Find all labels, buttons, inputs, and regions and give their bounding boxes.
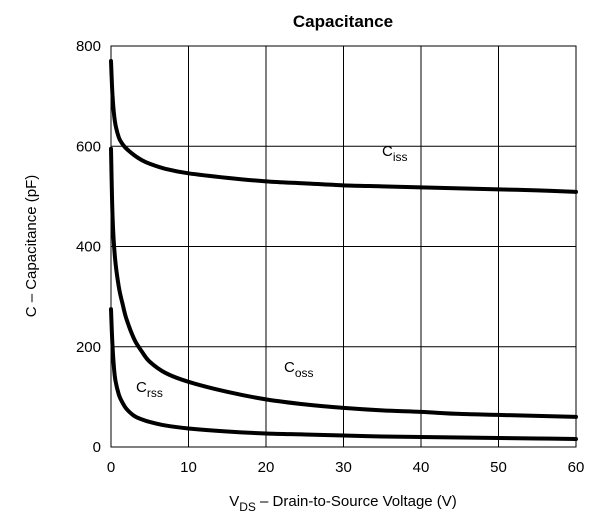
x-tick-label: 10 [180, 459, 197, 476]
x-tick-label: 0 [107, 459, 115, 476]
y-tick-label: 600 [76, 138, 101, 155]
x-tick-label: 60 [568, 459, 585, 476]
gridlines [111, 46, 576, 447]
x-axis-ticks: 0 10 20 30 40 50 60 [107, 459, 585, 476]
series-label-crss-main: C [136, 379, 147, 396]
series-label-coss: Coss [284, 359, 314, 380]
x-axis-label-rest: – Drain-to-Source Voltage (V) [256, 493, 457, 510]
series-line-crss [109, 307, 578, 441]
x-axis-label: VDS – Drain-to-Source Voltage (V) [229, 493, 457, 514]
y-axis-label: C – Capacitance (pF) [23, 175, 40, 318]
x-tick-label: 20 [258, 459, 275, 476]
series-lines [109, 59, 578, 441]
series-label-ciss-sub: iss [393, 150, 408, 164]
series-label-coss-sub: oss [295, 366, 314, 380]
x-tick-label: 50 [490, 459, 507, 476]
x-axis-label-sub: DS [239, 500, 256, 514]
y-tick-label: 200 [76, 339, 101, 356]
series-label-crss-sub: rss [147, 386, 163, 400]
series-label-ciss-main: C [382, 143, 393, 160]
x-tick-label: 40 [413, 459, 430, 476]
y-tick-label: 800 [76, 38, 101, 55]
chart-title: Capacitance [293, 12, 393, 31]
series-line-ciss [109, 59, 578, 194]
series-label-ciss: Ciss [382, 143, 408, 164]
x-axis-label-main: V [229, 493, 239, 510]
series-label-crss: Crss [136, 379, 163, 400]
x-tick-label: 30 [335, 459, 352, 476]
y-axis-ticks: 0 200 400 600 800 [76, 38, 101, 456]
y-tick-label: 0 [93, 439, 101, 456]
series-label-coss-main: C [284, 359, 295, 376]
series-line-coss [109, 146, 578, 419]
y-tick-label: 400 [76, 239, 101, 256]
